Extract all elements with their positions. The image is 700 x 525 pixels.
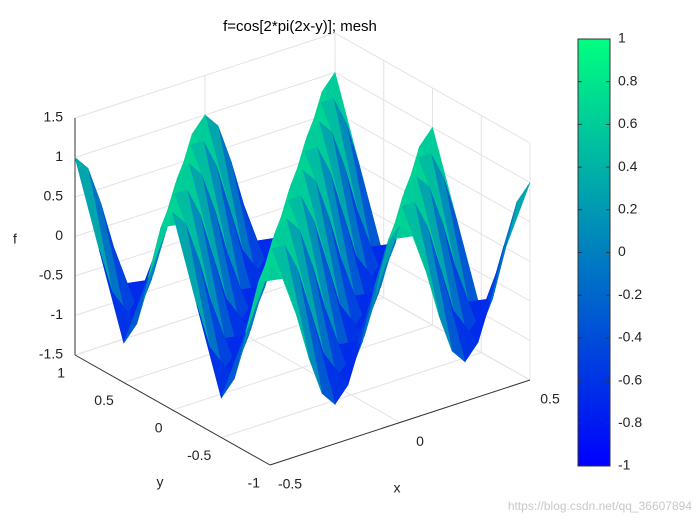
y-tick-label: 0	[155, 420, 163, 436]
grid-line	[74, 32, 336, 119]
watermark: https://blog.csdn.net/qq_36607894	[508, 499, 692, 513]
x-axis-label: x	[394, 480, 401, 496]
grid-line	[221, 352, 482, 438]
surface-face	[87, 168, 126, 318]
colorbar-tick-label: 0.4	[618, 158, 638, 174]
z-tick-label: 0	[55, 227, 63, 243]
x-tick-label: 0.5	[540, 391, 560, 407]
z-tick-label: -0.5	[39, 267, 63, 283]
colorbar-tick-label: -0.8	[618, 414, 642, 430]
colorbar-tick-label: -0.6	[618, 371, 642, 387]
axis-line	[74, 354, 271, 466]
colorbar-tick-label: 0	[618, 243, 626, 259]
grid-line	[172, 324, 433, 411]
y-tick-label: -1	[248, 475, 261, 491]
colorbar-tick-label: 1	[618, 30, 626, 46]
y-tick-label: 0.5	[94, 392, 114, 408]
y-tick-label: -0.5	[187, 447, 211, 463]
y-axis-label: y	[157, 474, 164, 490]
surface-face	[492, 182, 531, 299]
colorbar-tick-label: -0.4	[618, 329, 642, 345]
z-tick-label: 0.5	[44, 188, 64, 204]
y-tick-label: 1	[57, 365, 65, 381]
colorbar-tick-label: -1	[618, 457, 631, 473]
colorbar-tick-label: 0.8	[618, 72, 638, 88]
colorbar-tick-label: 0.2	[618, 201, 638, 217]
grid-line	[334, 32, 531, 144]
z-tick-label: -1	[51, 306, 64, 322]
z-tick-label: 1	[55, 148, 63, 164]
axis-line	[269, 379, 531, 466]
z-tick-label: 1.5	[44, 109, 64, 125]
chart-title: f=cos[2*pi(2x-y)]; mesh	[223, 18, 377, 35]
x-tick-label: -0.5	[278, 476, 302, 492]
colorbar	[577, 38, 611, 467]
z-axis-label: f	[13, 231, 17, 247]
x-tick-label: 0	[416, 433, 424, 449]
colorbar-tick-label: -0.2	[618, 286, 642, 302]
z-tick-label: -1.5	[39, 346, 63, 362]
colorbar-tick-label: 0.6	[618, 115, 638, 131]
surface-face	[245, 266, 284, 333]
